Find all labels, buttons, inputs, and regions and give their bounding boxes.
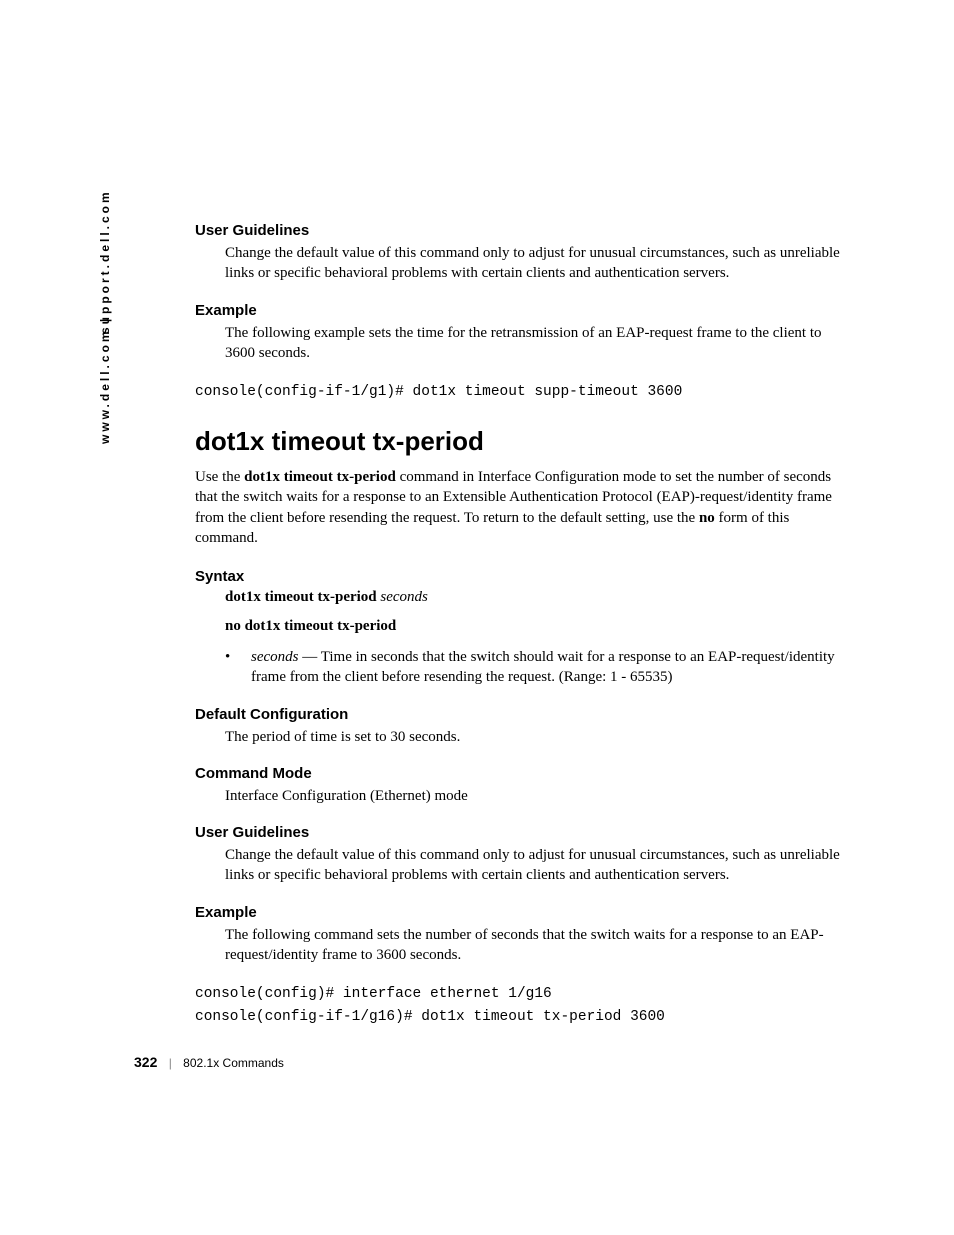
bullet-icon: • xyxy=(225,647,251,688)
command-title: dot1x timeout tx-period xyxy=(195,426,855,457)
heading-user-guidelines-2: User Guidelines xyxy=(195,824,855,841)
text-user-guidelines-2: Change the default value of this command… xyxy=(225,845,855,886)
code-example-2: console(config)# interface ethernet 1/g1… xyxy=(195,983,855,1029)
command-intro: Use the dot1x timeout tx-period command … xyxy=(195,467,855,548)
text-example-2: The following command sets the number of… xyxy=(225,925,855,966)
syntax-bullet: • seconds — Time in seconds that the swi… xyxy=(225,647,855,688)
text-default-config: The period of time is set to 30 seconds. xyxy=(225,727,855,747)
heading-default-config: Default Configuration xyxy=(195,706,855,723)
page-content: User Guidelines Change the default value… xyxy=(195,222,855,1052)
footer-section: 802.1x Commands xyxy=(183,1056,284,1070)
text-user-guidelines-1: Change the default value of this command… xyxy=(225,243,855,284)
heading-command-mode: Command Mode xyxy=(195,765,855,782)
heading-syntax: Syntax xyxy=(195,568,855,585)
page-footer: 322 | 802.1x Commands xyxy=(134,1054,284,1070)
side-url-support: support.dell.com xyxy=(98,189,112,334)
page-number: 322 xyxy=(134,1054,157,1070)
heading-example-1: Example xyxy=(195,302,855,319)
code-example-1: console(config-if-1/g1)# dot1x timeout s… xyxy=(195,381,855,404)
heading-example-2: Example xyxy=(195,904,855,921)
side-url-dell: www.dell.com | xyxy=(98,316,112,444)
text-example-1: The following example sets the time for … xyxy=(225,323,855,364)
syntax-line-1: dot1x timeout tx-period seconds xyxy=(225,589,855,606)
heading-user-guidelines-1: User Guidelines xyxy=(195,222,855,239)
syntax-bullet-text: seconds — Time in seconds that the switc… xyxy=(251,647,855,688)
text-command-mode: Interface Configuration (Ethernet) mode xyxy=(225,786,855,806)
syntax-line-2: no dot1x timeout tx-period xyxy=(225,618,855,635)
footer-divider: | xyxy=(169,1056,172,1070)
